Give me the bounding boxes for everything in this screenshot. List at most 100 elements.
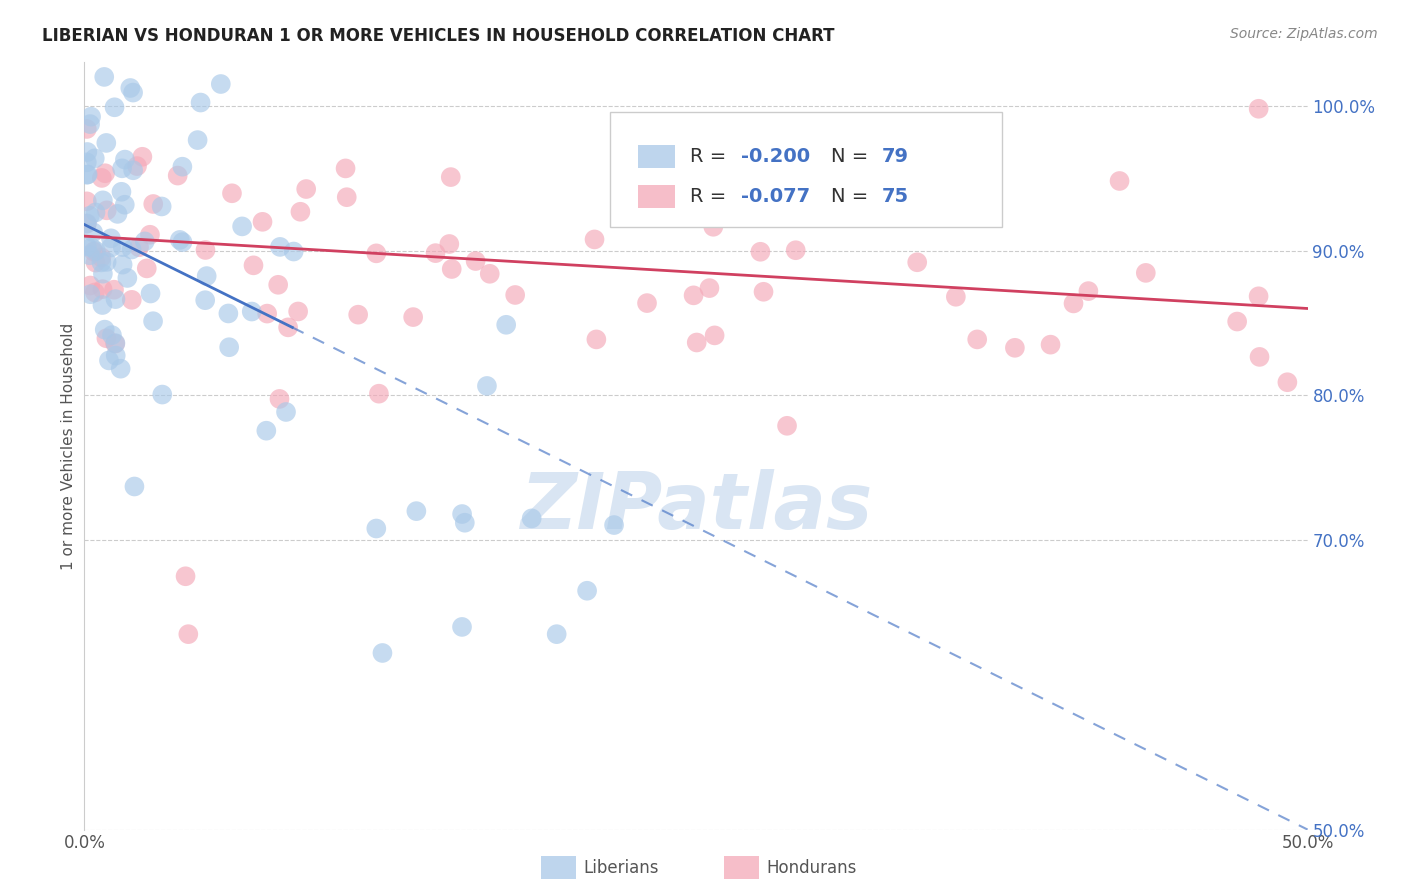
Point (405, 504, 427, 518)
Point (290, 204, 312, 219)
Point (121, 243, 143, 257)
Point (76, 216, 98, 230)
Point (495, 318, 517, 332)
Point (76, 217, 98, 231)
Point (84, 244, 107, 258)
Point (1108, 174, 1130, 188)
Point (166, 169, 188, 183)
Point (139, 227, 162, 242)
Point (367, 386, 389, 401)
Point (702, 219, 724, 234)
Point (79, 248, 101, 262)
Point (110, 361, 132, 376)
Point (425, 246, 447, 260)
Point (79, 287, 101, 301)
Point (703, 328, 725, 343)
Text: -0.200: -0.200 (741, 146, 810, 166)
Point (335, 161, 357, 176)
Text: Hondurans: Hondurans (766, 859, 856, 877)
Point (172, 235, 194, 249)
Point (439, 237, 461, 252)
Point (699, 281, 721, 295)
Point (274, 405, 297, 419)
Point (90, 255, 112, 269)
Point (100, 240, 122, 254)
Point (76, 122, 98, 136)
Point (451, 620, 474, 634)
Point (103, 100, 125, 114)
Text: R =: R = (690, 146, 733, 166)
Point (104, 292, 127, 306)
Point (1077, 284, 1099, 298)
Point (242, 258, 264, 272)
Point (1226, 314, 1249, 328)
Point (80, 110, 103, 124)
Point (134, 235, 156, 249)
Point (131, 150, 153, 164)
Point (142, 197, 165, 211)
Point (104, 336, 127, 351)
Point (583, 232, 606, 246)
Point (93, 70, 115, 84)
Point (454, 516, 477, 530)
Point (905, 255, 928, 269)
Text: R =: R = (690, 187, 733, 206)
Point (128, 240, 150, 254)
Point (402, 310, 425, 324)
Point (366, 521, 388, 535)
Point (231, 219, 253, 234)
Point (91, 298, 114, 312)
Point (111, 240, 134, 254)
Point (90, 251, 112, 265)
Point (267, 277, 290, 292)
Point (218, 340, 240, 354)
Point (150, 387, 173, 401)
Point (79, 117, 101, 131)
Point (209, 77, 232, 91)
Point (336, 190, 359, 204)
Point (440, 262, 463, 277)
Text: N =: N = (831, 187, 875, 206)
Point (96, 136, 118, 150)
Point (217, 306, 239, 320)
Point (785, 244, 807, 258)
Y-axis label: 1 or more Vehicles in Household: 1 or more Vehicles in Household (60, 322, 76, 570)
Point (139, 286, 162, 301)
Point (1063, 296, 1085, 310)
Point (79, 278, 101, 293)
Point (1247, 289, 1270, 303)
Point (111, 258, 134, 272)
Point (122, 163, 145, 178)
Point (83, 244, 105, 259)
Point (101, 328, 124, 343)
Point (603, 518, 626, 533)
Point (84, 255, 107, 269)
Point (451, 507, 474, 521)
Point (82, 225, 104, 239)
Point (107, 207, 129, 221)
Point (111, 161, 134, 176)
Point (96, 255, 118, 269)
Point (945, 290, 967, 304)
FancyBboxPatch shape (638, 145, 675, 168)
Point (776, 418, 799, 433)
Point (98, 353, 121, 368)
Point (371, 646, 394, 660)
Point (347, 308, 370, 322)
Point (682, 288, 704, 302)
Point (187, 133, 209, 147)
Point (636, 296, 658, 310)
Point (576, 583, 599, 598)
Point (94, 166, 117, 180)
Point (295, 182, 318, 196)
Point (478, 267, 501, 281)
Point (90, 170, 112, 185)
Text: N =: N = (831, 146, 875, 166)
Point (283, 244, 305, 259)
Point (1277, 376, 1299, 390)
Text: 75: 75 (882, 187, 910, 206)
Point (84, 205, 107, 219)
Point (114, 198, 136, 212)
Point (91, 267, 114, 281)
Point (114, 153, 136, 167)
